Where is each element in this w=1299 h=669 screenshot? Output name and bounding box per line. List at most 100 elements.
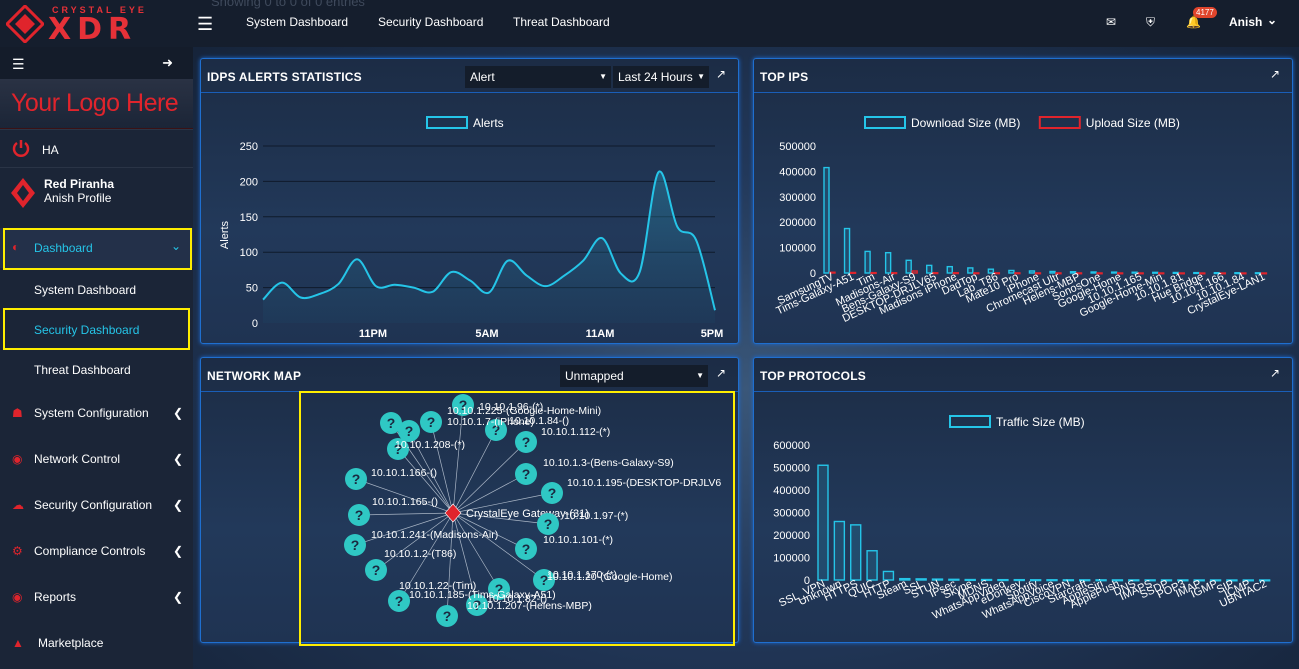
user-name[interactable]: Anish bbox=[1229, 15, 1263, 29]
y-tick-label: 400000 bbox=[779, 166, 816, 178]
top-ips-panel: TOP IPS ↗ Download Size (MB) Upload Size … bbox=[753, 58, 1293, 344]
y-tick-label: 0 bbox=[252, 318, 258, 330]
bar bbox=[1034, 272, 1042, 275]
bar bbox=[1079, 579, 1091, 582]
bar bbox=[849, 271, 857, 274]
bar bbox=[1144, 579, 1156, 582]
bar bbox=[1178, 272, 1185, 275]
bell-icon[interactable]: 🔔 bbox=[1186, 15, 1201, 29]
sidebar: CRYSTAL EYE XDR ☰ ➜ Your Logo Here HA Re… bbox=[0, 0, 193, 669]
y-tick-label: 100000 bbox=[779, 243, 816, 255]
map-link bbox=[430, 421, 454, 514]
bar bbox=[997, 578, 1009, 582]
bar bbox=[890, 272, 898, 275]
brand-logo[interactable]: CRYSTAL EYE XDR bbox=[0, 0, 193, 47]
sidebar-item-network-control[interactable]: ◉ Network Control ❮ bbox=[0, 452, 193, 468]
sidebar-item-reports[interactable]: ◉ Reports ❮ bbox=[0, 590, 193, 606]
y-tick-label: 500000 bbox=[773, 463, 810, 475]
sidebar-item-compliance-controls[interactable]: ⚙ Compliance Controls ❮ bbox=[0, 544, 193, 560]
node-label: 10.10.1.195-(DESKTOP-DRJLV6 bbox=[567, 477, 721, 489]
external-link-icon[interactable]: ↗ bbox=[715, 366, 726, 380]
sign-out-icon[interactable]: ➜ bbox=[162, 55, 173, 70]
unknown-device-node bbox=[541, 482, 563, 504]
sidebar-item-system-dashboard[interactable]: System Dashboard bbox=[0, 283, 193, 299]
highlight-security-dashboard bbox=[3, 308, 190, 350]
dashboard-icon: ◐ bbox=[12, 240, 20, 254]
map-link bbox=[375, 512, 454, 571]
bar bbox=[1160, 579, 1173, 582]
top-protocols-chart: Traffic Size (MB) 600000 500000 400000 30000… bbox=[773, 415, 1271, 622]
sidebar-item-marketplace[interactable]: ▲ Marketplace bbox=[0, 636, 193, 652]
node-label: 10.10.1.82-() bbox=[487, 593, 547, 605]
map-link bbox=[452, 512, 549, 525]
y-tick-label: 0 bbox=[810, 268, 816, 280]
unknown-device-node bbox=[348, 504, 370, 526]
sidebar-item-ha[interactable]: HA bbox=[0, 129, 193, 167]
map-link bbox=[452, 473, 527, 514]
question-icon: ? bbox=[459, 397, 468, 413]
legend-label: Alerts bbox=[473, 116, 504, 130]
shield-icon[interactable]: ⛨ bbox=[1146, 15, 1156, 29]
bar bbox=[1242, 579, 1254, 582]
profile-block[interactable]: Red Piranha Anish Profile bbox=[0, 167, 193, 217]
bar bbox=[1193, 579, 1205, 582]
external-link-icon[interactable]: ↗ bbox=[1269, 67, 1280, 81]
menu-icon[interactable]: ☰ bbox=[197, 14, 214, 34]
tab-system-dashboard[interactable]: System Dashboard bbox=[246, 15, 349, 29]
gateway-node-icon bbox=[444, 503, 462, 523]
map-link bbox=[446, 512, 454, 617]
tab-threat-dashboard[interactable]: Threat Dashboard bbox=[513, 15, 610, 29]
node-label: 10.10.1.207-(Helens-MBP) bbox=[467, 600, 592, 612]
select-value: Alert bbox=[470, 70, 495, 84]
unknown-device-node bbox=[515, 463, 537, 485]
bar bbox=[980, 578, 993, 582]
external-link-icon[interactable]: ↗ bbox=[1269, 366, 1280, 380]
sidebar-item-security-configuration[interactable]: ☁ Security Configuration ❮ bbox=[0, 498, 193, 514]
bar bbox=[987, 268, 995, 274]
sidebar-item-label: Compliance Controls bbox=[34, 544, 146, 558]
bar bbox=[905, 259, 912, 274]
sidebar-item-label: Security Dashboard bbox=[34, 323, 140, 337]
bar bbox=[973, 272, 980, 275]
unknown-device-node bbox=[466, 594, 488, 616]
map-link bbox=[452, 441, 527, 514]
idps-alerts-panel: IDPS ALERTS STATISTICS Alert ▼ Last 24 H… bbox=[200, 58, 739, 344]
legend-label: Download Size (MB) bbox=[911, 116, 1020, 130]
network-map-graph[interactable]: CrystalEye Gateway-(31)?????????????????… bbox=[299, 391, 735, 646]
sidebar-item-label: Network Control bbox=[34, 452, 121, 466]
sidebar-item-security-dashboard[interactable]: Security Dashboard bbox=[0, 323, 193, 339]
sidebar-item-system-configuration[interactable]: ☗ System Configuration ❮ bbox=[0, 406, 193, 422]
external-link-icon[interactable]: ↗ bbox=[715, 67, 726, 81]
bar bbox=[843, 227, 851, 274]
mail-icon[interactable]: ✉ bbox=[1106, 15, 1117, 29]
time-range-select[interactable]: Last 24 Hours ▼ bbox=[613, 66, 709, 88]
node-label: 10.10.1.96-(*) bbox=[479, 401, 543, 413]
top-protocols-panel: TOP PROTOCOLS ↗ Traffic Size (MB) 600000 5… bbox=[753, 357, 1293, 643]
menu-toggle-icon[interactable]: ☰ bbox=[12, 56, 25, 72]
bar bbox=[1029, 579, 1042, 582]
sidebar-item-label: Reports bbox=[34, 590, 77, 604]
sidebar-item-threat-dashboard[interactable]: Threat Dashboard bbox=[0, 363, 193, 379]
legend-swatch bbox=[864, 116, 906, 129]
question-icon: ? bbox=[540, 572, 549, 588]
bar bbox=[1137, 272, 1144, 275]
profile-sub: Anish Profile bbox=[44, 191, 112, 205]
bar bbox=[1234, 272, 1241, 275]
gateway-label: CrystalEye Gateway-(31) bbox=[466, 508, 589, 520]
tab-security-dashboard[interactable]: Security Dashboard bbox=[378, 15, 484, 29]
map-filter-select[interactable]: Unmapped ▼ bbox=[560, 365, 708, 387]
sidebar-item-label: HA bbox=[42, 143, 59, 157]
y-axis-label: Alerts bbox=[219, 220, 231, 249]
globe-icon: ◉ bbox=[12, 590, 23, 604]
sidebar-item-dashboard[interactable]: ◐ Dashboard ⌄ bbox=[0, 228, 193, 268]
x-tick-label: 5PM bbox=[701, 328, 724, 340]
logo-text: Your Logo Here bbox=[11, 89, 179, 117]
home-icon: ☗ bbox=[12, 406, 23, 420]
bar bbox=[948, 578, 960, 581]
chevron-down-icon[interactable]: ⌄ bbox=[1267, 13, 1278, 27]
node-label: 10.10.1.165-() bbox=[372, 496, 438, 508]
bar bbox=[899, 577, 911, 581]
unknown-device-node bbox=[380, 412, 402, 434]
map-link bbox=[452, 512, 545, 581]
alert-type-select[interactable]: Alert ▼ bbox=[465, 66, 611, 88]
